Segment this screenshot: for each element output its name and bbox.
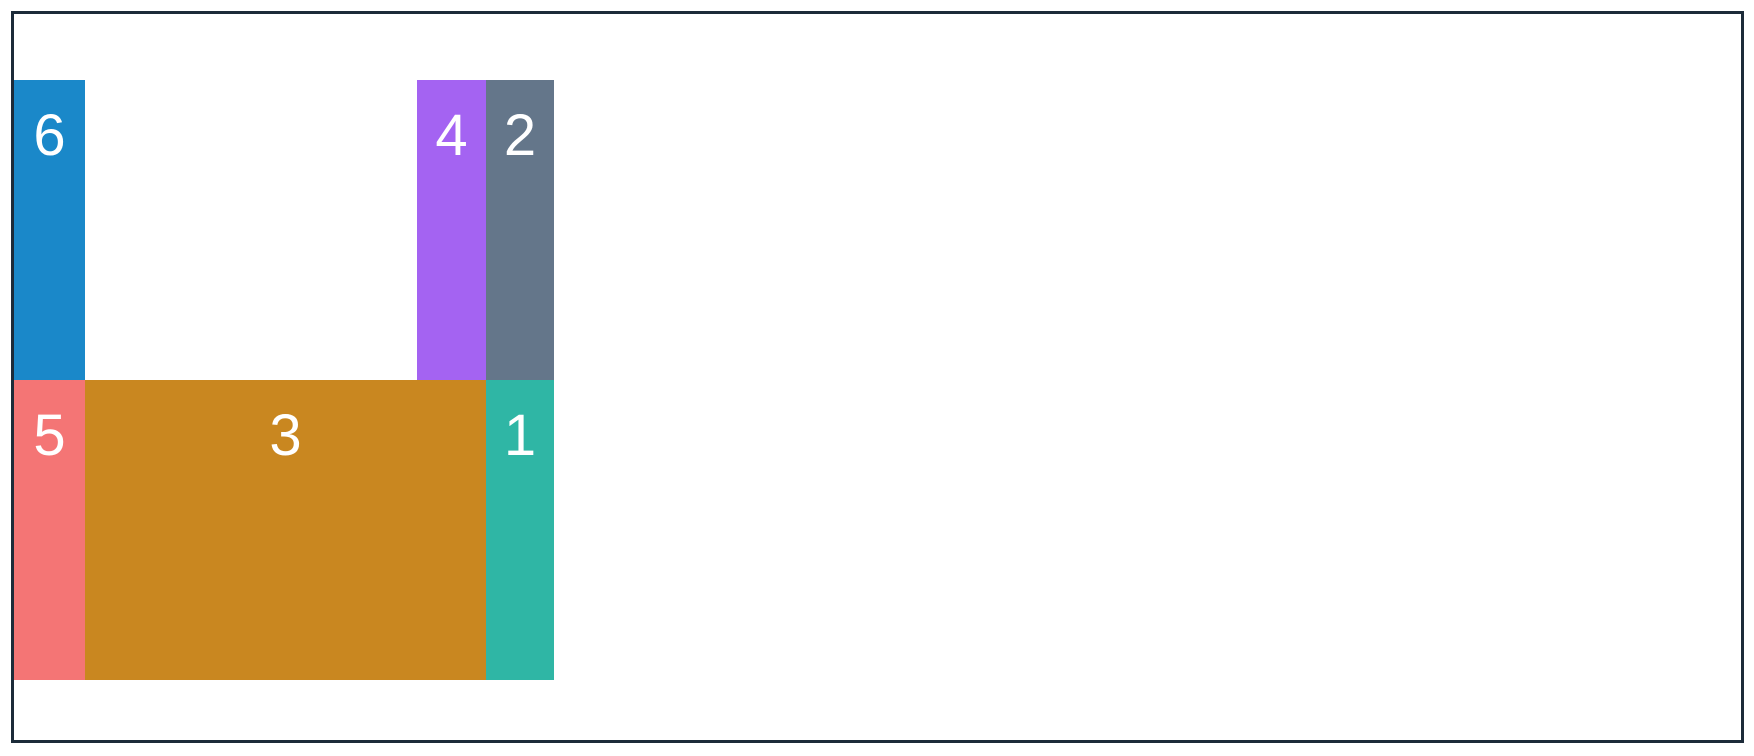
- block-2-label: 2: [503, 103, 537, 168]
- block-4-label: 4: [435, 103, 468, 168]
- block-2: 2: [486, 80, 554, 380]
- block-1: 1: [486, 380, 554, 680]
- diagram-frame: 6 4 2 5 3 1: [11, 11, 1744, 743]
- block-6: 6: [14, 80, 85, 380]
- block-1-label: 1: [503, 403, 537, 468]
- block-4: 4: [417, 80, 486, 380]
- block-6-label: 6: [33, 103, 66, 168]
- block-5: 5: [14, 380, 85, 680]
- block-5-label: 5: [33, 403, 66, 468]
- block-3: 3: [85, 380, 486, 680]
- block-3-label: 3: [269, 403, 302, 468]
